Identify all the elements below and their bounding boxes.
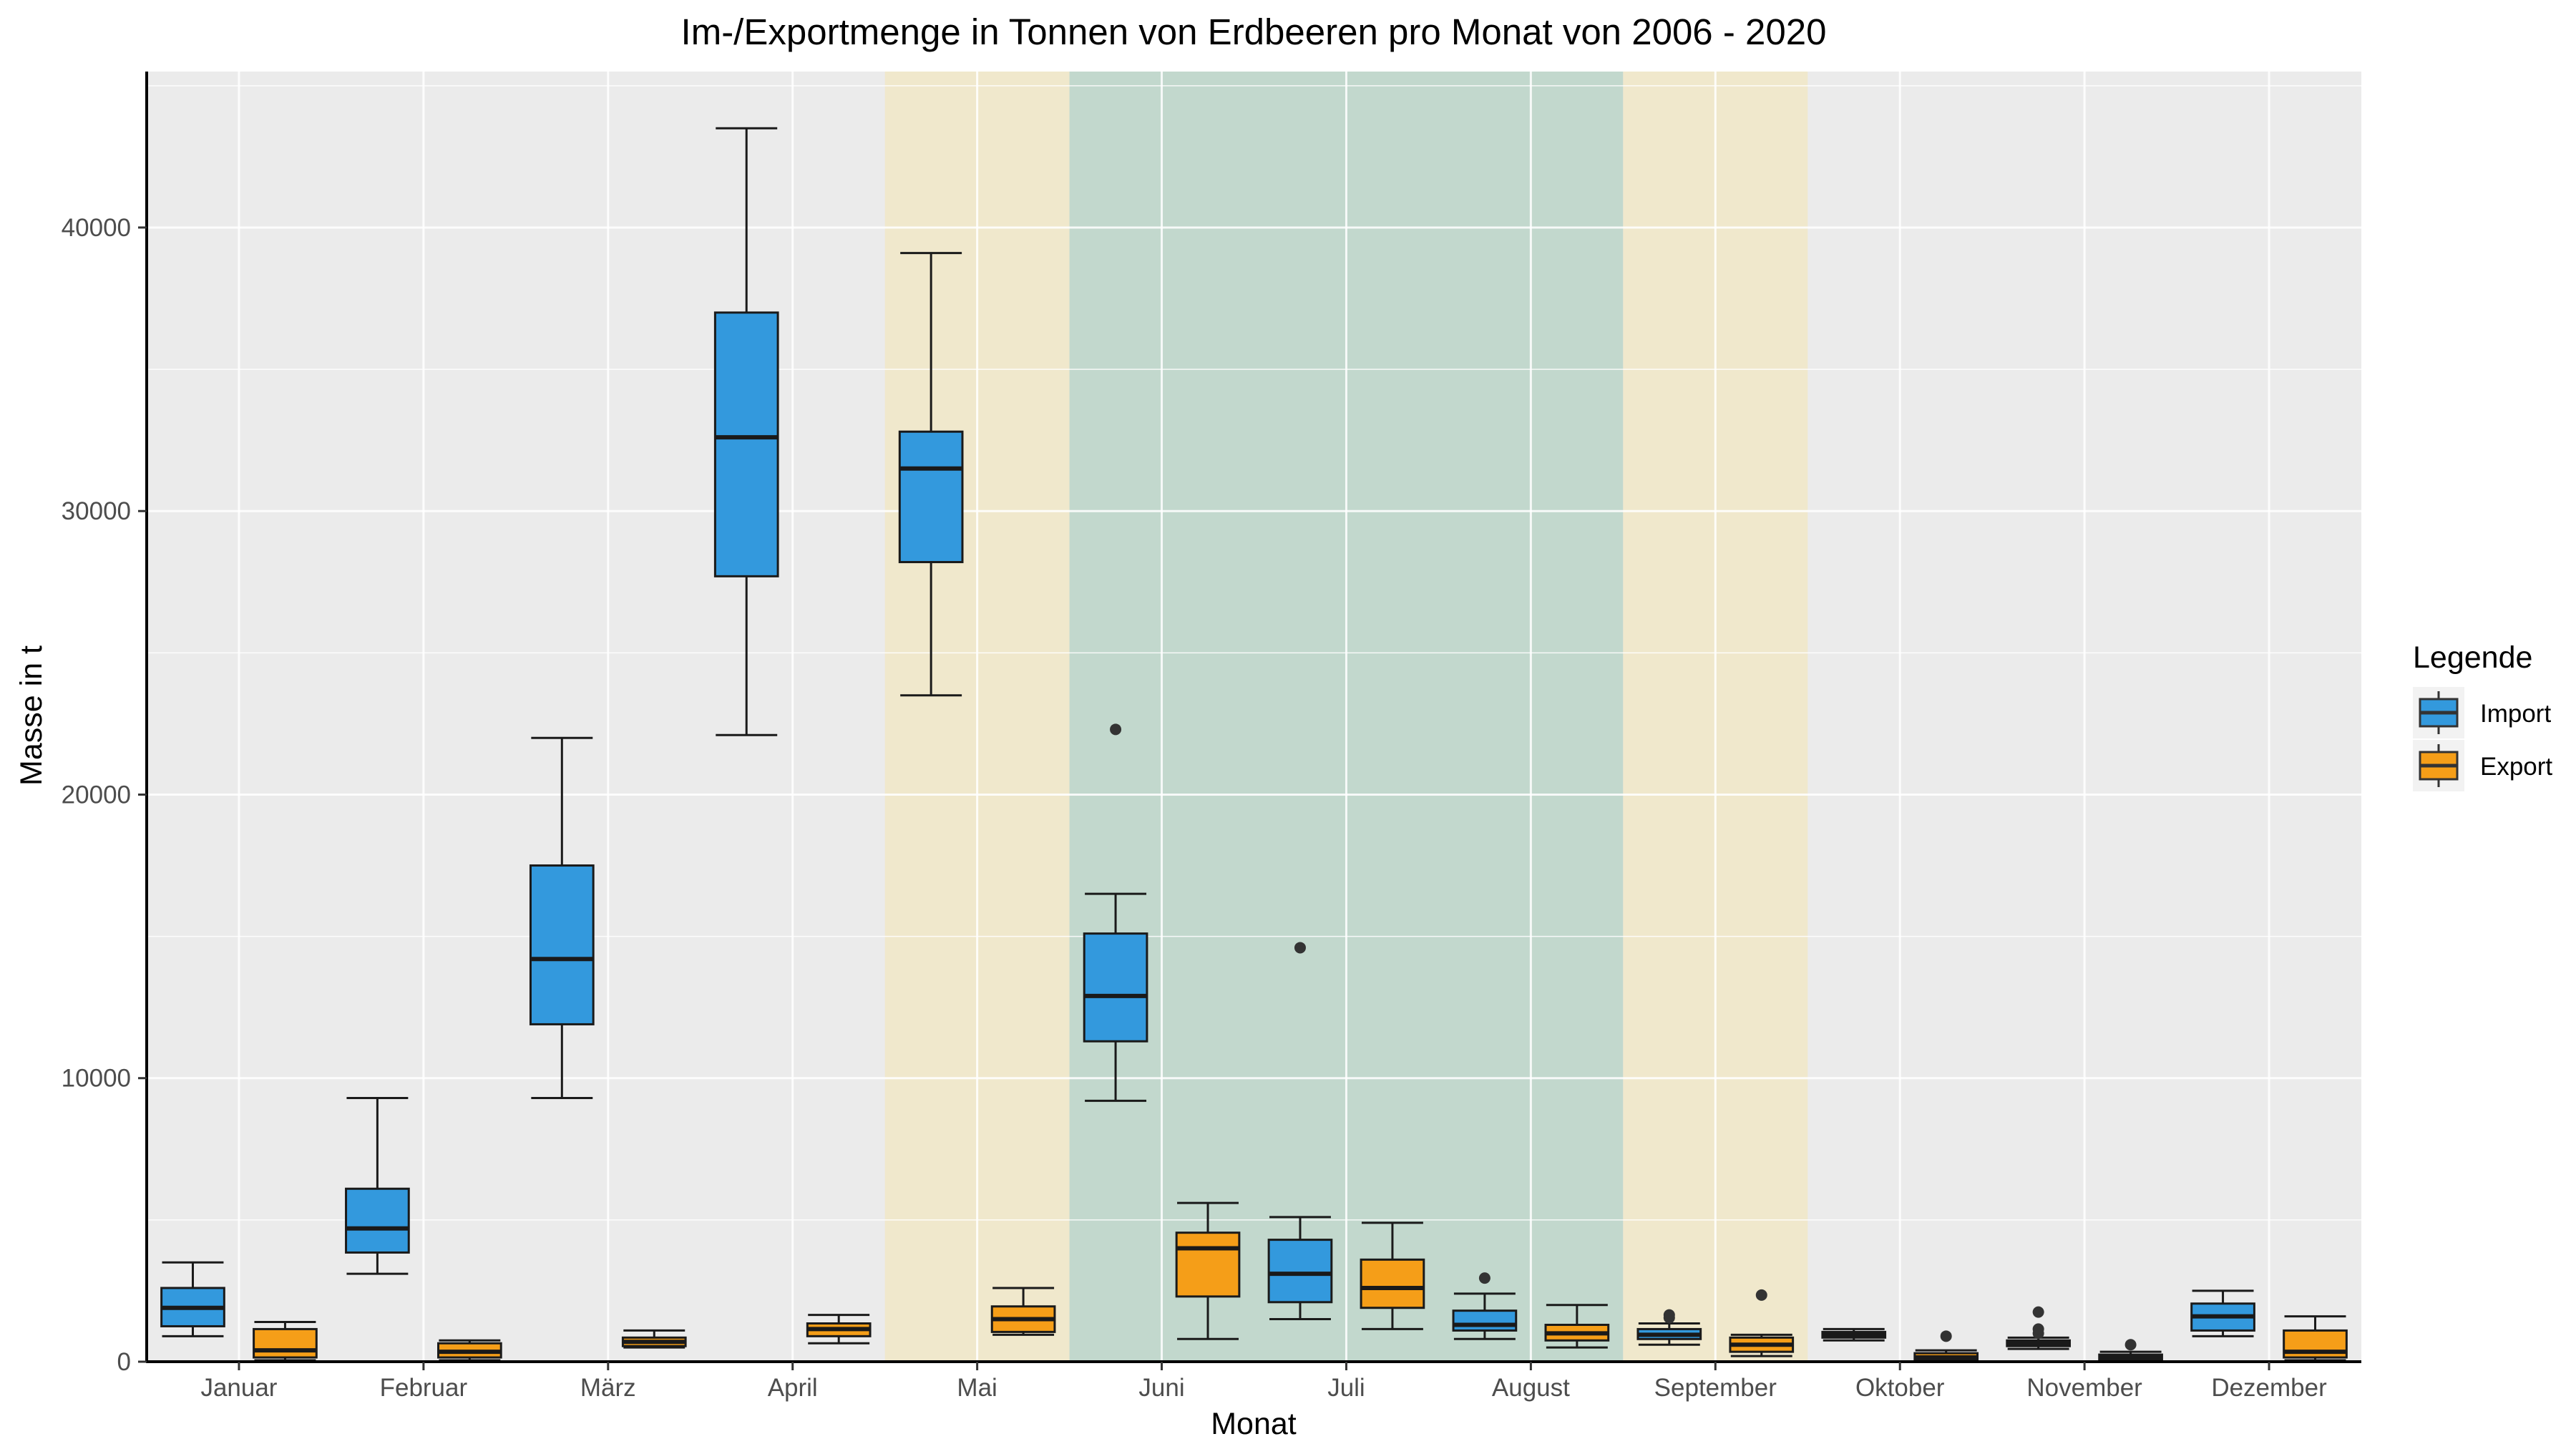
box-export-februar [437,1339,502,1362]
outlier-point [1294,942,1306,954]
outlier-point [1940,1330,1952,1342]
x-tick-label-mai: Mai [957,1374,997,1402]
x-tick-label-april: April [768,1374,818,1402]
box-iqr [253,1327,318,1359]
outlier-point [2124,1339,2137,1351]
y-tick-label: 10000 [62,1065,131,1093]
box-import-juni [1083,723,1148,1102]
x-axis-title: Monat [1211,1407,1297,1441]
chart-title: Im-/Exportmenge in Tonnen von Erdbeeren … [681,11,1827,52]
box-import-august [1452,1272,1518,1340]
box-export-oktober [1913,1330,1979,1362]
x-tick-label-juni: Juni [1138,1374,1184,1402]
box-iqr [1360,1258,1425,1309]
box-import-november [2006,1306,2071,1350]
x-tick-label-august: August [1492,1374,1570,1402]
x-tick-label-oktober: Oktober [1855,1374,1945,1402]
y-tick-label: 0 [117,1348,131,1376]
box-iqr [713,311,779,577]
box-export-april [806,1314,872,1345]
box-import-februar [345,1096,410,1275]
legend: Legende Import Export [2413,640,2552,791]
y-tick-label: 40000 [62,214,131,242]
x-tick-label-juli: Juli [1327,1374,1365,1402]
legend-label-import: Import [2480,700,2551,728]
outlier-point [1110,723,1122,736]
legend-label-export: Export [2480,753,2552,781]
box-iqr [529,864,595,1025]
box-import-dezember [2190,1289,2255,1337]
grid-lines [147,72,2361,1363]
box-export-juli [1360,1221,1425,1330]
outlier-point [1663,1309,1675,1321]
y-axis-title: Masse in t [14,645,49,786]
box-import-juli [1267,942,1333,1321]
box-export-januar [253,1321,318,1362]
box-import-mai [898,252,964,697]
outlier-point [1755,1289,1767,1301]
box-iqr [1175,1231,1241,1298]
x-tick-label-februar: Februar [380,1374,468,1402]
legend-item-export: Export [2413,740,2552,791]
legend-title: Legende [2413,640,2532,675]
x-tick-label-september: September [1654,1374,1777,1402]
outlier-point [2032,1323,2044,1335]
box-export-juni [1175,1201,1241,1340]
y-tick-label: 30000 [62,497,131,525]
x-tick-label-maerz: März [580,1374,636,1402]
box-import-maerz [529,736,595,1099]
box-iqr [1267,1239,1333,1304]
axes [138,72,2361,1370]
box-iqr [898,430,964,564]
x-tick-label-januar: Januar [200,1374,277,1402]
x-tick-label-dezember: Dezember [2211,1374,2327,1402]
box-export-maerz [621,1329,687,1349]
box-export-september [1729,1289,1795,1357]
legend-item-import: Import [2413,687,2551,738]
outlier-point [2032,1306,2044,1318]
box-import-april [713,127,779,736]
box-import-oktober [1821,1327,1887,1342]
box-import-januar [160,1261,225,1337]
x-tick-label-november: November [2026,1374,2142,1402]
box-import-september [1636,1309,1702,1346]
outlier-point [1478,1272,1491,1284]
box-export-august [1544,1304,1610,1349]
box-iqr [1083,932,1148,1043]
box-iqr [345,1187,410,1254]
tick-labels: 0 10000 20000 30000 40000 Januar Februar März Ap… [62,214,2327,1402]
box-iqr [1452,1309,1518,1332]
y-tick-label: 20000 [62,781,131,809]
box-export-mai [990,1287,1056,1336]
